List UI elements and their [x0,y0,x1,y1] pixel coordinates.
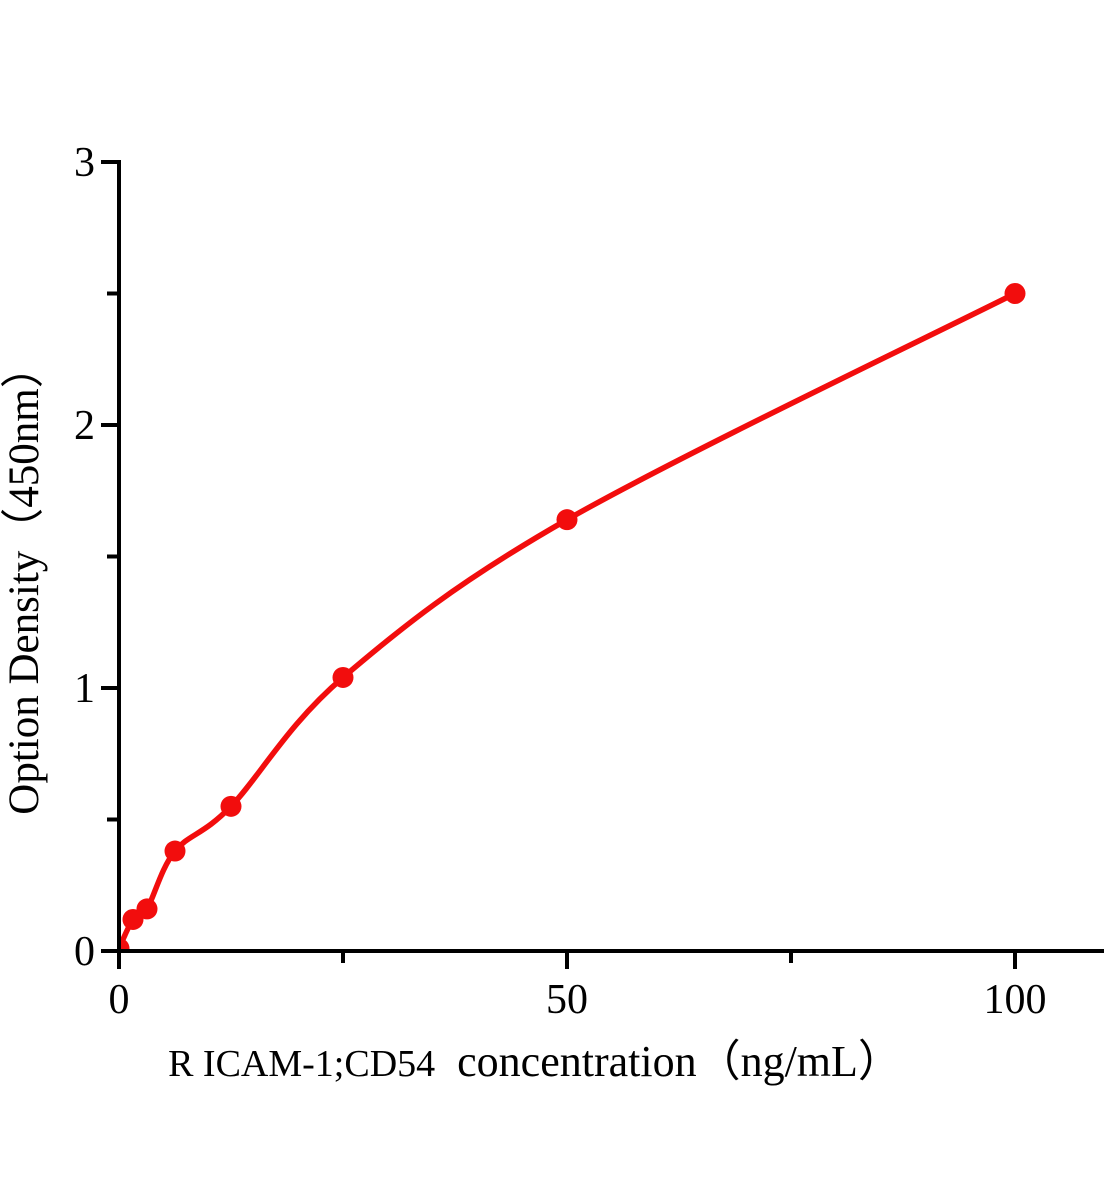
data-point [121,938,130,949]
series-group [121,283,1026,949]
data-point [220,795,242,817]
y-tick-label: 1 [74,666,95,712]
x-axis-title-prefix: R ICAM-1;CD54 [168,1043,435,1085]
data-point [164,840,186,862]
data-point [1004,283,1026,304]
x-tick-label: 0 [109,977,130,1023]
x-tick-label: 100 [984,977,1047,1023]
y-tick-label: 2 [74,403,95,449]
x-axis-title: R ICAM-1;CD54 concentration（ng/mL） [168,1037,902,1086]
y-tick-label: 0 [74,929,95,975]
x-tick-label: 50 [546,977,588,1023]
data-point [332,666,354,688]
data-point [556,509,578,531]
x-axis-title-main: concentration（ng/mL） [457,1037,902,1086]
y-axis-title: Option Density（450nm） [1,345,48,814]
y-tick-label: 3 [74,140,95,186]
data-point [136,898,158,920]
